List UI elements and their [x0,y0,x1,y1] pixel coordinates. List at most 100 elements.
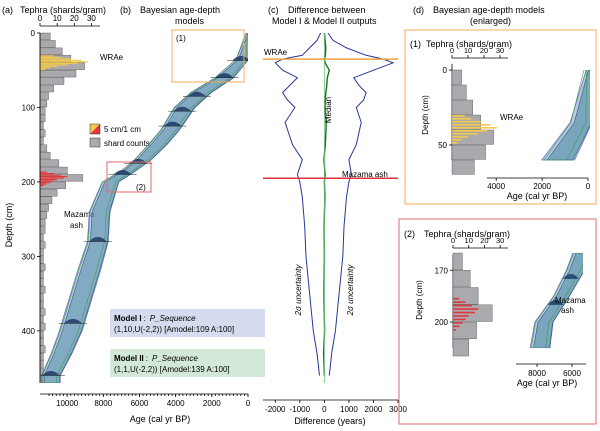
d2-age-tick-label: 8000 [528,369,546,378]
c-x-tick-label: -2000 [265,405,286,414]
d1-shard-bar [451,99,473,115]
a-x-tick-label: 0 [38,14,43,23]
mazama-bar [40,175,68,178]
d2-shard-bar [452,252,463,270]
shard-bar [39,144,48,152]
panel-a-title: Tephra (shards/gram) [20,5,106,15]
calibrated-date [215,73,234,78]
wrae-bar [40,61,88,63]
shard-bar [39,204,49,212]
mazama-bar [40,173,54,175]
shard-bar [39,40,56,48]
d2-depth-tick-label: 170 [435,266,449,275]
model1-params: (1,10,U(-2,2)) [Amodel:109 A:100] [114,325,234,334]
model1-name: Model I [114,314,142,323]
calibrated-date [163,121,182,127]
d2-mazama-bar [453,297,460,300]
b-age-tick-label: 2000 [203,399,221,408]
shard-bar [39,360,44,368]
box1-depth-label: Depth (cm) [421,95,430,135]
shard-bar [39,151,51,160]
d1-x-tick-label: 30 [496,46,504,55]
b-age-tick-label: 4000 [167,399,185,408]
d1-shard-bar [451,69,462,85]
panel-c-title-line2: Model I & Model II outputs [272,16,377,26]
panel-c-title-line1: Difference between [288,5,365,15]
shard-bar [39,338,44,346]
panel-c-label: (c) [268,5,279,15]
calibrated-date [41,371,60,376]
d2-age-tick-label: 6000 [563,369,581,378]
inset-tag-2: (2) [136,183,146,192]
d1-depth-tick-label: 50 [438,141,447,150]
a-depth-tick-label: 400 [22,327,36,336]
svg-text:Model II:P_Sequence: Model II: P_Sequence [114,354,198,363]
shard-bar [39,47,63,55]
wrae-bar [40,62,78,64]
mazama-bar [40,180,54,182]
calibrated-date [88,237,107,242]
calibrated-date [113,169,132,175]
box2-model-bands [529,253,583,348]
a-depth-tick-label: 0 [31,29,36,38]
a-depth-tick-label: 200 [22,178,36,187]
wrae-bar [40,59,82,62]
d2-mazama-bar [453,329,457,331]
inset-tag-1: (1) [176,34,186,43]
d2-mazama-bar [453,304,472,307]
panel-b-age-label: Age (cal yr BP) [130,414,191,424]
shard-bar [39,226,46,234]
shard-bar [39,32,51,41]
svg-text:Model I:P_Sequence: Model I: P_Sequence [114,314,196,323]
enlarged-box-1 [404,29,597,205]
calibrated-date [64,318,83,324]
mazama-bar [40,181,51,184]
mazama-label-line2: ash [70,221,83,230]
d2-shard-bar [452,270,471,288]
shard-bar [39,293,44,301]
panel-a: (a) Tephra (shards/gram) 0 10 20 30 0 100 200… [2,5,150,383]
unc-upper-line [327,33,395,376]
d2-calibrated-date [562,273,579,279]
d1-wrae-bar [452,121,481,123]
panel-a-depth-label: Depth (cm) [4,203,14,248]
c-x-tick-label: 1000 [340,405,358,414]
box1-age-ticks: 4000 2000 0 [487,178,591,191]
box1-x-ticks: 0 10 20 30 [450,46,504,58]
panel-b-title-line2: models [175,16,205,26]
b-age-tick-label: 0 [246,399,251,408]
model2-legend: Model II: P_Sequence (1,1,U(-2,2)) [Amode… [110,349,265,377]
d2-x-tick-label: 20 [480,236,488,245]
legend-5cm-label: 5 cm/1 cm [104,125,141,134]
box2-mazama-line1: Mazama [555,296,586,305]
shard-bar [39,271,44,279]
d1-age-tick-label: 4000 [487,182,505,191]
d2-mazama-bar [453,311,475,314]
box1-tephra-title: Tephra (shards/gram) [426,39,512,49]
c-x-tick-label: 2000 [365,405,383,414]
d2-mazama-bar [453,322,463,324]
d2-mazama-bar [453,315,469,317]
shard-bar [39,159,60,167]
box1-model-bands [540,70,590,161]
shard-bar [39,353,44,361]
unc-label-right: 2σ uncertainty [346,264,355,317]
enlarged-box-2 [398,218,597,425]
median-label: Median [324,97,333,123]
model1-legend: Model I: P_Sequence (1,10,U(-2,2)) [Amode… [110,309,265,337]
d1-shard-bar [451,84,467,100]
model2-func: P_Sequence [152,354,198,363]
calibrated-date [187,91,206,97]
box2-tephra-title: Tephra (shards/gram) [424,229,510,239]
wrae-bar [40,67,51,69]
legend-swatch-shards [89,137,101,148]
model-overlap-band [43,33,248,383]
d1-wrae-bar [452,139,462,141]
shard-bar [39,300,44,309]
box2-x-ticks: 0 10 20 30 [451,236,504,248]
shard-bar [39,99,48,108]
c-x-tick-label: -1000 [290,405,311,414]
d1-wrae-bar [452,136,468,138]
mazama-bar [40,177,64,179]
panel-b: (b) Bayesian age-depth models (1) (2) 10… [40,5,265,424]
